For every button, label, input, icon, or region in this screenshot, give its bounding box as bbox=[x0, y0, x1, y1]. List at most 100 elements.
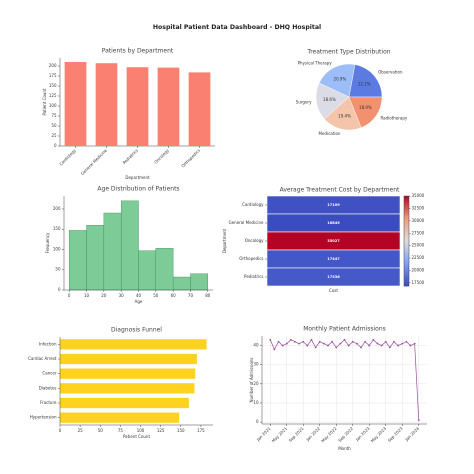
y-tick-label: 75 bbox=[51, 113, 57, 118]
colorbar-segment bbox=[404, 211, 409, 215]
colorbar-segment bbox=[404, 277, 409, 280]
histogram-bar bbox=[155, 248, 174, 291]
line-marker bbox=[306, 344, 309, 347]
line-marker bbox=[318, 340, 321, 343]
colorbar-segment bbox=[404, 241, 409, 244]
cell-label: 17109 bbox=[327, 203, 340, 207]
line-marker bbox=[310, 338, 313, 341]
colorbar-tick-label: 25000 bbox=[412, 243, 425, 248]
x-tick-label: 0 bbox=[59, 428, 62, 433]
y-tick-label: 100 bbox=[53, 246, 61, 251]
colorbar-segment bbox=[404, 283, 409, 287]
line-marker bbox=[339, 342, 342, 345]
y-tick-label: Cardiology bbox=[242, 202, 264, 207]
colorbar-segment bbox=[404, 268, 409, 271]
line-marker bbox=[273, 348, 276, 351]
colorbar-segment bbox=[404, 207, 409, 210]
bar bbox=[126, 67, 149, 146]
bar bbox=[60, 412, 180, 423]
x-tick-label: 50 bbox=[98, 428, 104, 433]
colorbar-segment bbox=[404, 254, 409, 258]
y-tick-label: General Medicine bbox=[229, 220, 264, 225]
histogram-bar bbox=[68, 230, 87, 291]
colorbar-segment bbox=[404, 263, 409, 267]
line-marker bbox=[372, 338, 375, 341]
line-marker bbox=[409, 344, 412, 347]
colorbar-segment bbox=[404, 279, 409, 282]
x-tick-label: Jan 2021 bbox=[255, 426, 272, 443]
line-marker bbox=[331, 340, 334, 343]
x-tick-label: Jan 2024 bbox=[403, 426, 420, 443]
colorbar-segment bbox=[404, 270, 409, 273]
pie-value-label: 22.1% bbox=[358, 81, 371, 86]
colorbar-segment bbox=[404, 236, 409, 240]
line-marker bbox=[397, 344, 400, 347]
histogram-bar bbox=[138, 250, 157, 291]
line-marker bbox=[335, 346, 338, 349]
y-tick-label: 25 bbox=[51, 133, 57, 138]
line-marker bbox=[405, 340, 408, 343]
bar bbox=[60, 353, 197, 365]
x-tick-label: Sep 2022 bbox=[337, 426, 354, 443]
y-tick-label: Orthopedics bbox=[239, 256, 263, 261]
pie-category-label: Medication bbox=[319, 131, 341, 136]
x-tick-label: Pediatrics bbox=[122, 148, 139, 165]
colorbar-tick-label: 20000 bbox=[412, 267, 425, 272]
x-tick-label: 40 bbox=[136, 293, 142, 298]
x-tick-label: Oncology bbox=[153, 147, 170, 164]
y-tick-label: 0 bbox=[54, 143, 57, 148]
y-tick-label: Pediatrics bbox=[244, 274, 263, 279]
colorbar-segment bbox=[404, 265, 409, 269]
chart-title: Average Treatment Cost by Department bbox=[280, 187, 400, 194]
y-tick-label: Cardiac Arrest bbox=[28, 356, 57, 361]
line-marker bbox=[314, 346, 317, 349]
line-marker bbox=[269, 338, 272, 341]
line-marker bbox=[298, 342, 301, 345]
y-tick-label: 200 bbox=[53, 206, 61, 211]
x-tick-label: Jan 2022 bbox=[304, 426, 321, 443]
chart-title: Age Distribution of Patients bbox=[97, 186, 179, 193]
line-marker bbox=[364, 340, 367, 343]
y-tick-label: 150 bbox=[53, 226, 61, 231]
chart-title: Monthly Patient Admissions bbox=[303, 326, 386, 333]
x-axis-label: Patient Count bbox=[123, 434, 151, 439]
x-tick-label: 150 bbox=[177, 428, 185, 433]
x-tick-label: 0 bbox=[68, 293, 71, 298]
pie-category-label: Radiotherapy bbox=[380, 115, 407, 120]
colorbar-segment bbox=[404, 214, 409, 217]
colorbar-tick-label: 17500 bbox=[412, 280, 425, 285]
colorbar-segment bbox=[404, 220, 409, 224]
x-tick-label: 75 bbox=[118, 428, 124, 433]
x-tick-label: 20 bbox=[101, 293, 107, 298]
histogram-bar bbox=[86, 224, 105, 291]
line-marker bbox=[343, 338, 346, 341]
y-tick-label: 50 bbox=[55, 267, 61, 272]
x-tick-label: May 2021 bbox=[271, 426, 289, 444]
pie-slice bbox=[318, 63, 356, 98]
pie-value-label: 19.4% bbox=[338, 113, 351, 118]
y-axis-label: Number of Admissions bbox=[249, 357, 254, 402]
line-marker bbox=[294, 340, 296, 343]
chart-title: Treatment Type Distribution bbox=[306, 49, 390, 56]
x-tick-label: 100 bbox=[137, 428, 145, 433]
colorbar-segment bbox=[404, 209, 409, 213]
line-marker bbox=[289, 338, 292, 341]
bar bbox=[60, 339, 207, 350]
pie-category-label: Physical Therapy bbox=[298, 60, 333, 65]
colorbar-segment bbox=[404, 200, 409, 204]
x-tick-label: Sep 2023 bbox=[387, 426, 404, 443]
x-tick-label: 30 bbox=[119, 293, 125, 298]
y-tick-label: Hypertension bbox=[30, 415, 57, 420]
colorbar-tick-label: 27500 bbox=[412, 230, 425, 235]
y-tick-label: 10 bbox=[253, 400, 259, 405]
y-tick-label: 150 bbox=[49, 83, 57, 88]
line-marker bbox=[384, 340, 387, 343]
line-marker bbox=[393, 340, 395, 343]
line-marker bbox=[327, 344, 329, 347]
y-tick-label: 0 bbox=[256, 419, 259, 424]
x-tick-label: May 2023 bbox=[370, 426, 388, 444]
line-marker bbox=[401, 342, 404, 345]
x-tick-label: Jan 2023 bbox=[354, 426, 371, 443]
y-tick-label: Oncology bbox=[245, 238, 264, 243]
cell-label: 16849 bbox=[327, 221, 340, 225]
